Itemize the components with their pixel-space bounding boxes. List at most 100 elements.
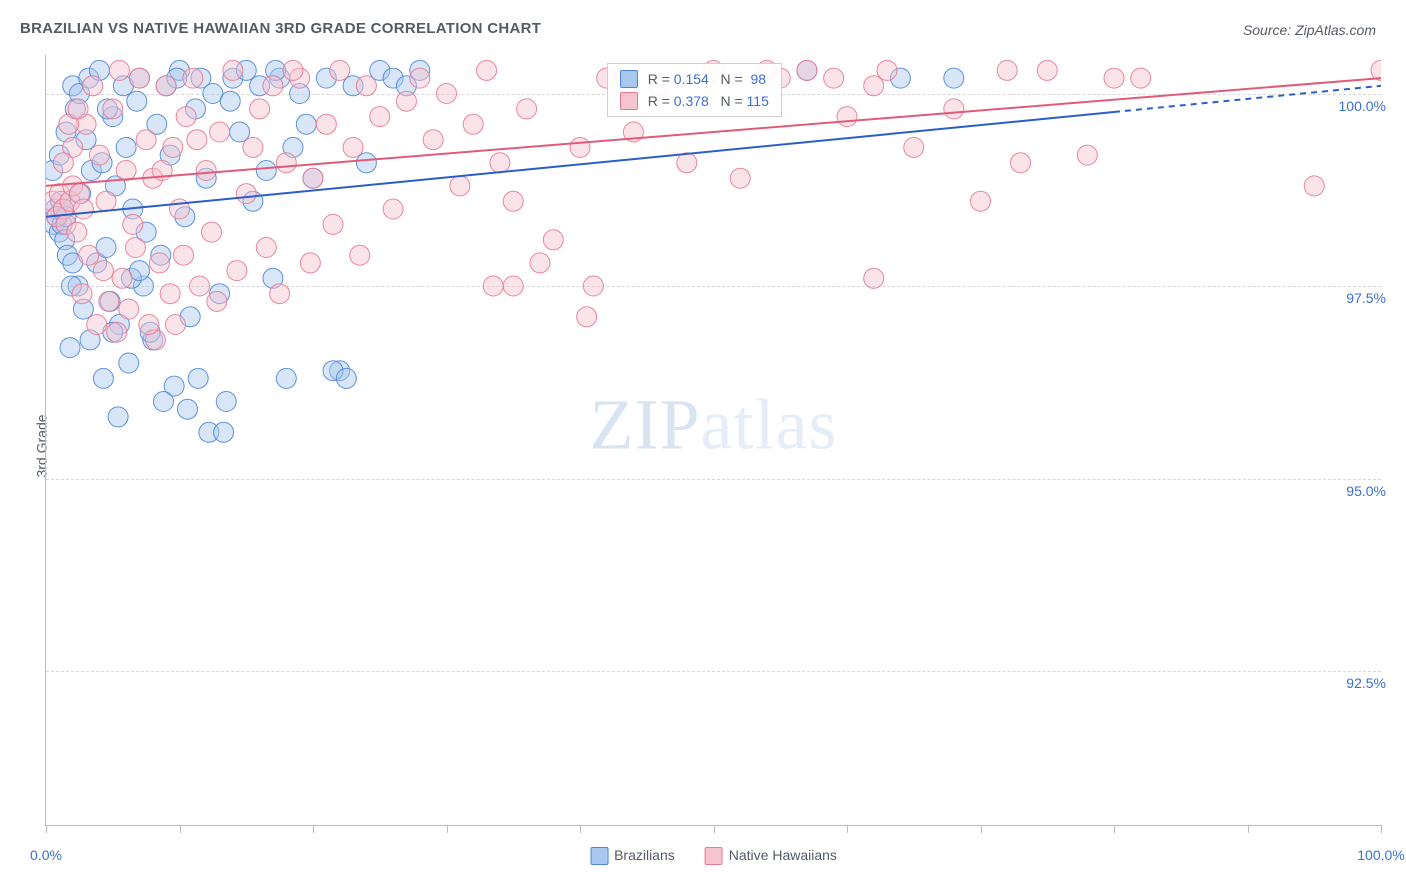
scatter-point <box>72 284 92 304</box>
scatter-point <box>79 245 99 265</box>
chart-title: BRAZILIAN VS NATIVE HAWAIIAN 3RD GRADE C… <box>20 20 541 37</box>
scatter-point <box>1011 153 1031 173</box>
scatter-point <box>99 291 119 311</box>
scatter-point <box>283 60 303 80</box>
x-tick <box>847 825 848 833</box>
stats-box: R = 0.154 N = 98R = 0.378 N = 115 <box>607 63 782 117</box>
scatter-point <box>396 91 416 111</box>
x-tick <box>1381 825 1382 833</box>
legend-item: Native Hawaiians <box>705 847 837 865</box>
scatter-point <box>207 291 227 311</box>
stats-n-label: N = <box>709 71 751 87</box>
scatter-point <box>116 161 136 181</box>
scatter-point <box>125 238 145 258</box>
x-tick <box>180 825 181 833</box>
scatter-point <box>129 68 149 88</box>
x-tick <box>1114 825 1115 833</box>
scatter-point <box>178 399 198 419</box>
plot-area: ZIPatlas R = 0.154 N = 98R = 0.378 N = 1… <box>45 55 1381 826</box>
scatter-point <box>220 91 240 111</box>
scatter-point <box>230 122 250 142</box>
scatter-point <box>316 114 336 134</box>
scatter-point <box>136 130 156 150</box>
scatter-point <box>119 353 139 373</box>
scatter-point <box>971 191 991 211</box>
scatter-point <box>53 153 73 173</box>
scatter-point <box>183 68 203 88</box>
scatter-point <box>160 284 180 304</box>
stats-r-label: R = <box>648 71 674 87</box>
scatter-point <box>108 407 128 427</box>
scatter-point <box>490 153 510 173</box>
scatter-point <box>797 60 817 80</box>
scatter-point <box>437 84 457 104</box>
scatter-point <box>517 99 537 119</box>
scatter-point <box>109 60 129 80</box>
scatter-point <box>116 137 136 157</box>
scatter-point <box>877 60 897 80</box>
scatter-point <box>323 214 343 234</box>
scatter-point <box>570 137 590 157</box>
scatter-point <box>67 222 87 242</box>
scatter-point <box>156 76 176 96</box>
scatter-point <box>944 99 964 119</box>
scatter-point <box>997 60 1017 80</box>
scatter-point <box>87 315 107 335</box>
scatter-point <box>300 253 320 273</box>
scatter-point <box>216 392 236 412</box>
legend: Brazilians Native Hawaiians <box>590 847 837 865</box>
source-label: Source: ZipAtlas.com <box>1243 22 1376 38</box>
scatter-point <box>303 168 323 188</box>
scatter-point <box>1131 68 1151 88</box>
stats-n-label: N = <box>709 93 747 109</box>
scatter-point <box>1104 68 1124 88</box>
scatter-point <box>483 276 503 296</box>
x-tick <box>714 825 715 833</box>
scatter-point <box>477 60 497 80</box>
legend-swatch <box>705 847 723 865</box>
scatter-point <box>343 137 363 157</box>
scatter-point <box>296 114 316 134</box>
x-tick <box>981 825 982 833</box>
scatter-point <box>837 107 857 127</box>
scatter-point <box>1077 145 1097 165</box>
scatter-point <box>214 422 234 442</box>
stats-n-value: 115 <box>747 93 769 109</box>
scatter-point <box>93 261 113 281</box>
stats-n-value: 98 <box>750 71 766 87</box>
scatter-point <box>107 322 127 342</box>
legend-label: Brazilians <box>614 847 675 863</box>
scatter-point <box>256 161 276 181</box>
scatter-point <box>463 114 483 134</box>
scatter-point <box>165 315 185 335</box>
scatter-point <box>93 368 113 388</box>
scatter-point <box>149 253 169 273</box>
scatter-point <box>904 137 924 157</box>
scatter-point <box>119 299 139 319</box>
scatter-point <box>730 168 750 188</box>
scatter-point <box>112 268 132 288</box>
scatter-point <box>356 76 376 96</box>
scatter-point <box>210 122 230 142</box>
scatter-point <box>824 68 844 88</box>
scatter-point <box>543 230 563 250</box>
scatter-point <box>423 130 443 150</box>
x-tick-label: 100.0% <box>1357 847 1404 863</box>
stats-swatch <box>620 70 638 88</box>
stats-r-value: 0.154 <box>674 71 709 87</box>
scatter-point <box>1037 60 1057 80</box>
scatter-point <box>188 368 208 388</box>
scatter-point <box>864 76 884 96</box>
scatter-point <box>270 284 290 304</box>
scatter-point <box>250 99 270 119</box>
scatter-point <box>176 107 196 127</box>
scatter-point <box>263 76 283 96</box>
scatter-point <box>356 153 376 173</box>
scatter-point <box>60 338 80 358</box>
scatter-point <box>127 91 147 111</box>
scatter-point <box>153 392 173 412</box>
scatter-point <box>243 137 263 157</box>
scatter-point <box>174 245 194 265</box>
scatter-point <box>503 276 523 296</box>
stats-r-label: R = <box>648 93 674 109</box>
